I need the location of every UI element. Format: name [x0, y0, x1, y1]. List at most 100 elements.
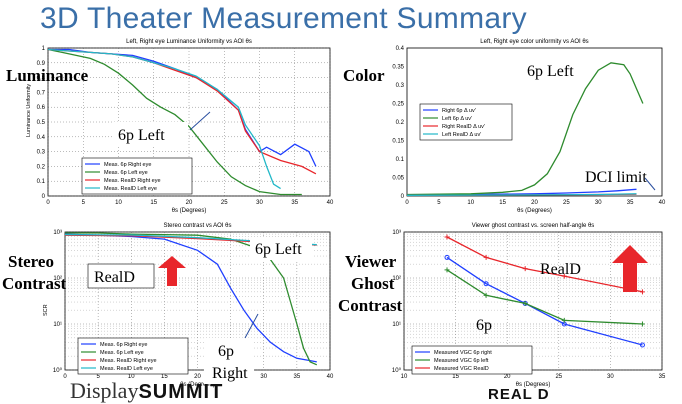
x-tick-label: 15	[452, 374, 459, 380]
x-axis-label: θs (Degrees)	[516, 382, 551, 388]
data-point-marker	[561, 273, 567, 279]
y-tick-label: 10³	[392, 230, 401, 236]
x-tick-label: 20	[194, 374, 201, 380]
x-tick-label: 20	[504, 374, 511, 380]
x-tick-label: 30	[595, 200, 602, 206]
color-annotation-6p-left: 6p Left	[527, 63, 574, 80]
data-point-marker	[483, 254, 489, 260]
x-tick-label: 10	[128, 374, 135, 380]
x-tick-label: 5	[96, 374, 100, 380]
x-tick-label: 15	[161, 374, 168, 380]
data-point-marker	[522, 266, 528, 272]
y-tick-label: 0.05	[392, 176, 404, 182]
legend-entry: Left 6p Δ uv'	[442, 116, 472, 122]
y-axis-label: SCR	[43, 304, 49, 316]
x-tick-label: 10	[401, 374, 408, 380]
stereo-label-line1: Stereo	[8, 252, 54, 271]
legend-box	[81, 157, 193, 195]
y-tick-label: 10³	[53, 230, 62, 236]
luminance-label: Luminance	[6, 66, 89, 85]
y-tick-label: 0.2	[37, 164, 46, 170]
data-point-marker	[483, 281, 489, 287]
legend-entry: Meas. 6p Right eye	[104, 162, 151, 168]
legend-entry: Meas. 6p Left eye	[104, 170, 148, 176]
y-tick-label: 0.9	[37, 61, 46, 67]
y-tick-label: 0.4	[37, 135, 46, 141]
y-tick-label: 0.5	[37, 120, 46, 126]
y-tick-label: 10⁰	[392, 367, 402, 374]
x-tick-label: 20	[531, 200, 538, 206]
x-tick-label: 5	[437, 200, 441, 206]
chart-title: Viewer ghost contrast vs. screen half-an…	[472, 223, 595, 229]
data-point-marker	[483, 292, 489, 298]
y-tick-label: 10⁰	[53, 367, 63, 374]
data-point-marker	[444, 234, 450, 240]
x-tick-label: 20	[186, 200, 193, 206]
luminance-annotation-6p-left: 6p Left	[118, 127, 165, 144]
legend-entry: Right 6p Δ uv'	[442, 108, 476, 114]
legend-box	[77, 337, 189, 375]
legend-entry: Meas. RealD Right eye	[100, 358, 157, 364]
ghost-annotation-reald: RealD	[540, 261, 581, 278]
y-tick-label: 0.15	[392, 139, 404, 145]
data-point-marker	[639, 321, 645, 327]
x-tick-label: 35	[294, 374, 301, 380]
y-tick-label: 0.3	[396, 83, 405, 89]
x-tick-label: 40	[327, 374, 334, 380]
series-line-4	[47, 48, 281, 190]
data-point-marker	[639, 342, 645, 348]
x-tick-label: 35	[627, 200, 634, 206]
y-tick-label: 10²	[392, 276, 401, 282]
x-tick-label: 25	[221, 200, 228, 206]
color-annotation-dci-limit: DCI limit	[585, 169, 647, 186]
x-tick-label: 0	[63, 374, 67, 380]
annotation-bg	[338, 378, 344, 398]
x-tick-label: 0	[46, 200, 50, 206]
chart-legend-4: Measured VGC 6p right Measured VGC 6p lef…	[411, 345, 533, 375]
x-tick-label: 30	[607, 374, 614, 380]
ghost-label-line1: Viewer	[345, 252, 397, 271]
x-tick-label: 40	[659, 200, 666, 206]
x-tick-label: 35	[659, 374, 666, 380]
up-arrow-icon	[612, 245, 648, 292]
legend-entry: Meas. 6p Left eye	[100, 350, 144, 356]
stereo-annotation-6p: 6p	[218, 343, 234, 360]
y-tick-label: 0.3	[37, 150, 46, 156]
x-axis-label: θs (Degrees)	[180, 382, 215, 388]
x-tick-label: 25	[555, 374, 562, 380]
data-point-marker	[444, 254, 450, 260]
chart-title: Left, Right eye Luminance Uniformity vs …	[126, 39, 252, 45]
chart-legend-3: Meas. 6p Right eye Meas. 6p Left eye Meas.…	[77, 337, 189, 375]
stereo-annotation-right: Right	[212, 365, 248, 382]
slide-title: 3D Theater Measurement Summary	[40, 2, 527, 35]
y-tick-label: 0.7	[37, 90, 46, 96]
legend-entry: Meas. RealD Right eye	[104, 178, 161, 184]
y-tick-label: 0.4	[396, 46, 405, 52]
x-tick-label: 0	[405, 200, 409, 206]
y-tick-label: 10¹	[53, 322, 62, 328]
chart-legend-2: Right 6p Δ uv' Left 6p Δ uv' Right RealD Δ…	[419, 103, 513, 141]
y-tick-label: 0	[42, 194, 46, 200]
reald-logo: REAL D	[488, 386, 550, 403]
series-line-2	[47, 48, 302, 196]
chart-title: Stereo contrast vs AOI θs	[163, 223, 231, 229]
ghost-label-line2: Ghost	[351, 274, 395, 293]
color-label: Color	[343, 66, 385, 85]
data-point-marker	[522, 300, 528, 306]
series-line-2	[406, 62, 644, 196]
annotation-leader	[189, 111, 211, 131]
legend-entry: Meas. RealD Left eye	[100, 366, 153, 372]
legend-entry: Measured VGC 6p right	[434, 350, 492, 356]
x-tick-label: 10	[467, 200, 474, 206]
ghost-label-line3: Contrast	[338, 296, 403, 315]
annotation-bg	[112, 122, 188, 146]
legend-box	[411, 345, 533, 375]
data-point-marker	[639, 289, 645, 295]
stereo-label-line2: Contrast	[2, 274, 67, 293]
x-tick-label: 30	[260, 374, 267, 380]
y-tick-label: 0	[401, 194, 405, 200]
x-tick-label: 35	[291, 200, 298, 206]
y-tick-label: 10¹	[392, 322, 401, 328]
chart-legend-1: Meas. 6p Right eye Meas. 6p Left eye Meas.…	[81, 157, 193, 195]
legend-entry: Right RealD Δ uv'	[442, 124, 485, 130]
